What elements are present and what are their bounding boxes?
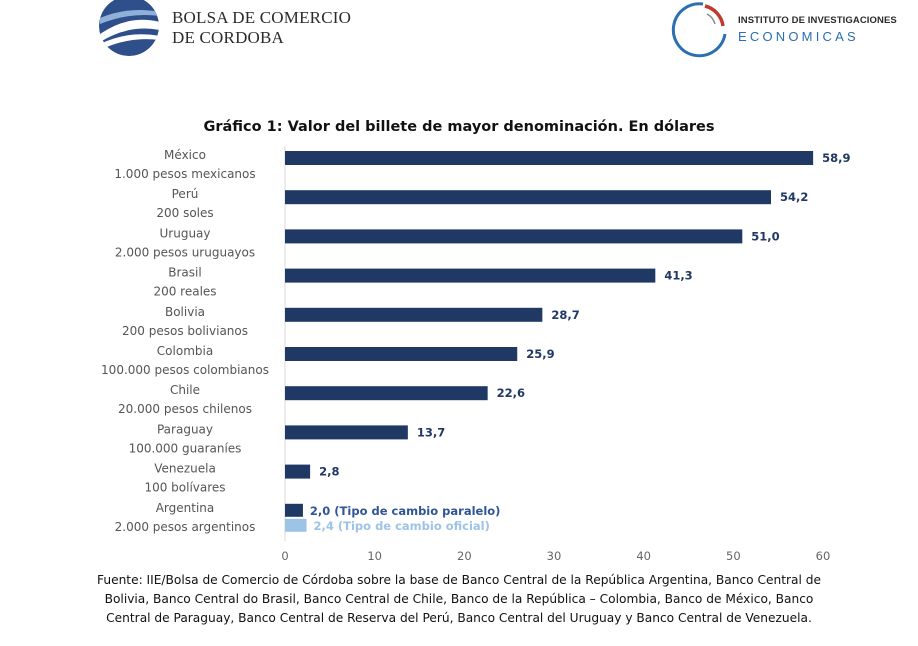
- category-label: Bolivia: [165, 305, 205, 319]
- iie-logo-line2: ECONOMICAS: [738, 29, 859, 44]
- data-label: 58,9: [822, 151, 850, 165]
- data-label: 25,9: [526, 347, 554, 361]
- bar: [285, 386, 488, 401]
- category-sublabel: 100.000 pesos colombianos: [101, 363, 269, 377]
- data-label: 51,0: [751, 229, 779, 243]
- category-label: Argentina: [156, 501, 215, 515]
- iie-logo-line1: INSTITUTO DE INVESTIGACIONES: [738, 15, 897, 26]
- data-label: 13,7: [417, 425, 445, 439]
- x-tick-label: 10: [367, 549, 382, 563]
- bar: [285, 518, 307, 532]
- chart-title: Gráfico 1: Valor del billete de mayor de…: [203, 119, 715, 135]
- source-line: Bolivia, Banco Central do Brasil, Banco …: [104, 592, 814, 606]
- bar: [285, 464, 311, 479]
- bar: [285, 190, 771, 205]
- data-label: 41,3: [664, 269, 692, 283]
- data-label: 22,6: [497, 386, 525, 400]
- data-label: 28,7: [551, 308, 579, 322]
- data-label: 2,0 (Tipo de cambio paralelo): [310, 504, 501, 518]
- iie-ring-icon: [671, 2, 727, 58]
- category-sublabel: 1.000 pesos mexicanos: [114, 167, 255, 181]
- bar: [285, 503, 303, 517]
- bolsa-logo-line2: DE CORDOBA: [172, 28, 285, 47]
- bar: [285, 425, 408, 440]
- data-label: 2,4 (Tipo de cambio oficial): [314, 519, 490, 533]
- data-label: 2,8: [319, 465, 339, 479]
- category-label: Perú: [172, 187, 199, 201]
- bar: [285, 268, 656, 283]
- category-sublabel: 200 pesos bolivianos: [122, 324, 248, 338]
- x-tick-label: 30: [547, 549, 562, 563]
- bolsa-logo-line1: BOLSA DE COMERCIO: [172, 8, 352, 27]
- bolsa-globe-icon: [99, 0, 159, 56]
- data-label: 54,2: [780, 190, 808, 204]
- source-line: Fuente: IIE/Bolsa de Comercio de Córdoba…: [97, 573, 821, 587]
- category-sublabel: 20.000 pesos chilenos: [118, 402, 252, 416]
- category-label: Venezuela: [154, 462, 216, 476]
- source-line: Central de Paraguay, Banco Central de Re…: [106, 611, 812, 625]
- bar: [285, 151, 814, 165]
- category-label: México: [164, 148, 206, 162]
- category-label: Colombia: [157, 344, 213, 358]
- category-sublabel: 100 bolívares: [144, 481, 225, 495]
- x-tick-label: 20: [457, 549, 472, 563]
- category-sublabel: 100.000 guaraníes: [129, 441, 242, 455]
- x-tick-label: 60: [816, 549, 831, 563]
- bar: [285, 307, 543, 322]
- category-sublabel: 2.000 pesos uruguayos: [115, 245, 255, 259]
- source-note: Fuente: IIE/Bolsa de Comercio de Córdoba…: [0, 571, 918, 628]
- category-sublabel: 2.000 pesos argentinos: [115, 520, 256, 534]
- x-tick-label: 0: [281, 549, 288, 563]
- bolsa-logo-text: BOLSA DE COMERCIO DE CORDOBA: [172, 8, 351, 48]
- bar: [285, 229, 743, 244]
- category-label: Paraguay: [157, 422, 213, 436]
- bar: [285, 347, 518, 361]
- x-tick-label: 40: [636, 549, 651, 563]
- category-label: Chile: [170, 383, 200, 397]
- category-sublabel: 200 reales: [153, 285, 216, 299]
- x-tick-label: 50: [726, 549, 741, 563]
- category-label: Uruguay: [160, 226, 211, 240]
- category-sublabel: 200 soles: [156, 206, 213, 220]
- category-label: Brasil: [168, 266, 201, 280]
